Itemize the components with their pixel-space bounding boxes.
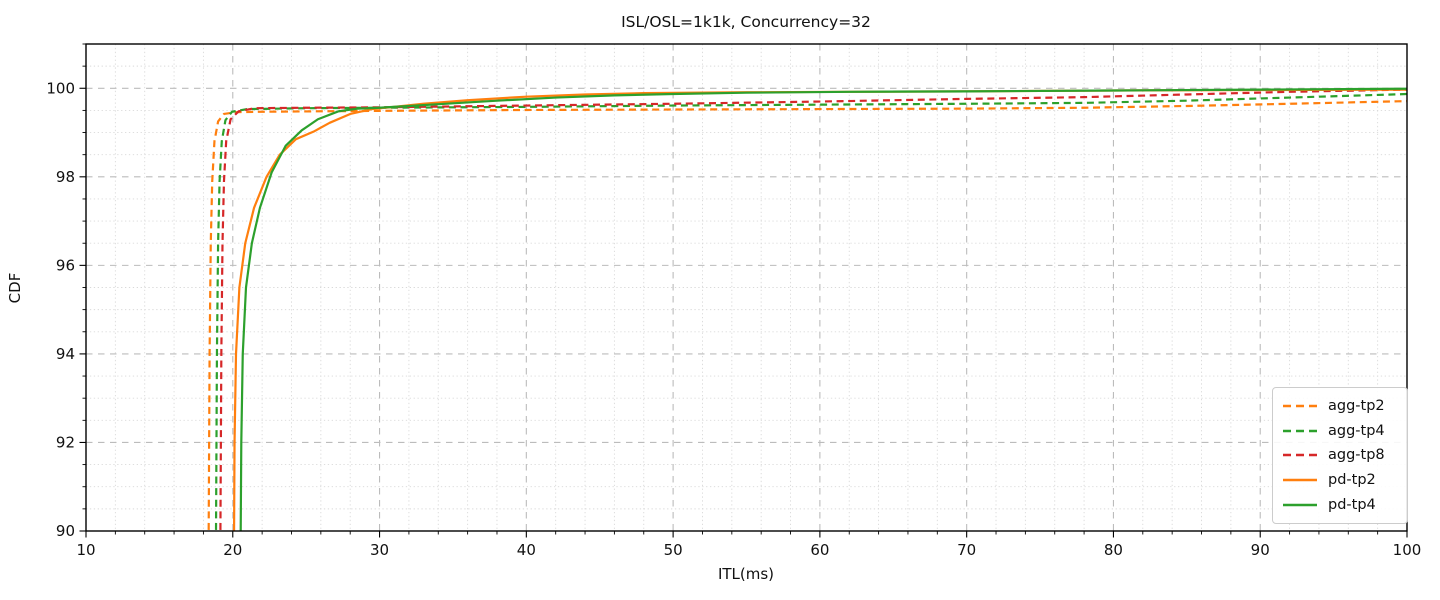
x-tick-label: 10 bbox=[76, 541, 95, 559]
legend-line-sample-dashed bbox=[1283, 404, 1317, 408]
chart-title: ISL/OSL=1k1k, Concurrency=32 bbox=[621, 13, 871, 31]
legend-label: pd-tp2 bbox=[1328, 472, 1376, 489]
legend-line-sample-dashed bbox=[1283, 429, 1317, 433]
y-tick-label: 94 bbox=[56, 345, 75, 363]
legend-item-agg-tp4: agg-tp4 bbox=[1282, 419, 1399, 444]
legend: agg-tp2 agg-tp4 agg-tp8 pd-tp2 pd-tp4 bbox=[1272, 387, 1408, 524]
x-tick-label: 100 bbox=[1393, 541, 1422, 559]
x-tick-label: 60 bbox=[810, 541, 829, 559]
minor-gridlines bbox=[86, 43, 1407, 531]
legend-line-sample-solid bbox=[1283, 478, 1317, 482]
x-tick-label: 30 bbox=[370, 541, 389, 559]
x-tick-label: 50 bbox=[664, 541, 683, 559]
x-tick-label: 20 bbox=[223, 541, 242, 559]
legend-label: agg-tp8 bbox=[1328, 447, 1385, 464]
y-tick-label: 100 bbox=[46, 79, 75, 97]
plot-border bbox=[85, 43, 1408, 532]
y-axis-label: CDF bbox=[6, 273, 24, 304]
x-tick-label: 80 bbox=[1104, 541, 1123, 559]
y-tick-label: 96 bbox=[56, 256, 75, 274]
series-lines bbox=[207, 87, 1407, 531]
series-line-agg-tp2 bbox=[207, 100, 1407, 531]
legend-label: pd-tp4 bbox=[1328, 496, 1376, 513]
major-gridlines bbox=[86, 44, 1407, 531]
y-tick-label: 92 bbox=[56, 433, 75, 451]
series-line-agg-tp4 bbox=[214, 92, 1407, 531]
legend-item-agg-tp2: agg-tp2 bbox=[1282, 394, 1399, 419]
legend-item-pd-tp2: pd-tp2 bbox=[1282, 468, 1399, 493]
legend-line-sample-dashed bbox=[1283, 454, 1317, 457]
series-line-agg-tp8 bbox=[219, 88, 1407, 531]
axis-tick-labels: 10 20 30 40 50 60 70 80 90 100 90 92 94 96 98 100 bbox=[46, 79, 1421, 559]
y-tick-label: 90 bbox=[56, 522, 75, 540]
x-tick-label: 90 bbox=[1251, 541, 1270, 559]
legend-label: agg-tp2 bbox=[1328, 398, 1385, 415]
legend-label: agg-tp4 bbox=[1328, 422, 1385, 439]
legend-item-agg-tp8: agg-tp8 bbox=[1282, 443, 1399, 468]
x-tick-label: 40 bbox=[517, 541, 536, 559]
axis-ticks bbox=[79, 43, 1408, 538]
y-tick-label: 98 bbox=[56, 168, 75, 186]
series-line-pd-tp4 bbox=[239, 87, 1407, 531]
legend-line-sample-solid bbox=[1283, 503, 1317, 506]
x-tick-label: 70 bbox=[957, 541, 976, 559]
legend-item-pd-tp4: pd-tp4 bbox=[1282, 492, 1399, 517]
x-axis-label: ITL(ms) bbox=[718, 565, 774, 583]
